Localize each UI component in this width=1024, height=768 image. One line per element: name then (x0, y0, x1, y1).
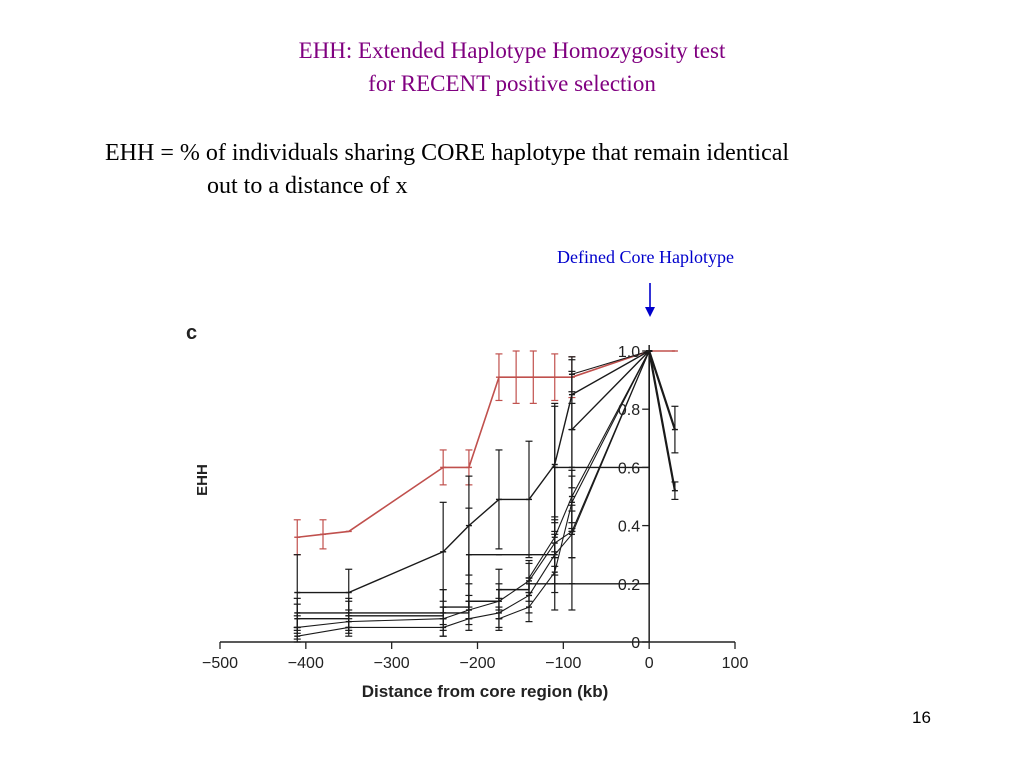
y-tick-label: 0.6 (618, 460, 640, 477)
x-tick-label: −100 (545, 655, 581, 672)
chart-series (293, 350, 679, 643)
panel-label: c (186, 322, 197, 344)
slide-number: 16 (912, 708, 931, 727)
series-line (528, 350, 650, 579)
series-3 (293, 350, 653, 631)
title-line-2: for RECENT positive selection (368, 71, 656, 96)
x-tick-label: −200 (459, 655, 495, 672)
y-tick-label: 0.2 (618, 577, 640, 594)
x-tick-label: −300 (374, 655, 410, 672)
series-line (648, 350, 676, 430)
core-haplotype-label: Defined Core Haplotype (557, 247, 734, 267)
series-1 (646, 350, 679, 454)
x-tick-label: −500 (202, 655, 238, 672)
y-tick-label: 0 (631, 635, 640, 652)
y-axis-label: EHH (194, 464, 211, 496)
ehh-definition: EHH = % of individuals sharing CORE hapl… (105, 137, 789, 203)
y-tick-label: 1.0 (618, 344, 640, 361)
series-line (297, 351, 650, 620)
series-line (297, 350, 675, 539)
x-axis-label: Distance from core region (kb) (362, 682, 609, 701)
series-line (297, 350, 650, 637)
definition-line-1: EHH = % of individuals sharing CORE hapl… (105, 140, 790, 166)
series-line (297, 350, 650, 594)
series-4 (293, 350, 653, 637)
series-line (297, 351, 650, 614)
y-tick-label: 0.8 (618, 402, 640, 419)
x-tick-label: 100 (722, 655, 749, 672)
y-tick-label: 0.4 (618, 519, 640, 536)
series-line (571, 350, 650, 431)
series-line (571, 350, 650, 375)
chart-ticks: −500 −400 −300 −200 −100 0 100 0 0.2 0.4 0.6 0.8 1.0 (202, 344, 748, 672)
series-5 (293, 350, 653, 634)
definition-line-2: out to a distance of x (207, 173, 408, 199)
x-tick-label: −400 (288, 655, 324, 672)
slide-title: EHH: Extended Haplotype Homozygosity tes… (0, 34, 1024, 100)
series-6 (293, 350, 653, 640)
x-tick-label: 0 (645, 655, 654, 672)
series-line (297, 350, 650, 628)
core-arrow-head-icon (645, 307, 655, 317)
series-11 (568, 350, 653, 489)
series-line (648, 350, 676, 491)
title-line-1: EHH: Extended Haplotype Homozygosity tes… (298, 38, 726, 63)
